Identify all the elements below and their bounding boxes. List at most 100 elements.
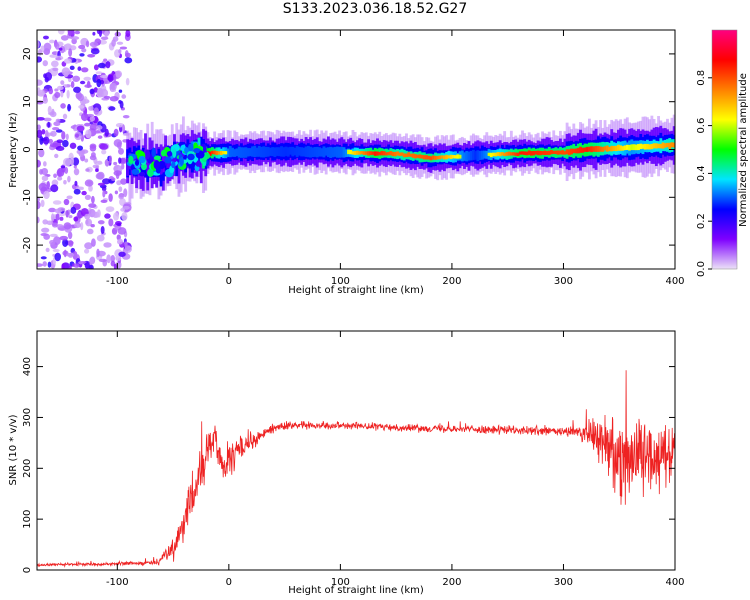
spectrogram-ridge-blob [187, 153, 195, 161]
spectrogram-ridge-cell [509, 152, 513, 156]
spectrogram-ridge-cell [458, 154, 462, 159]
spectrogram-ridge-cell [621, 146, 625, 151]
spectrogram-y-tick-label: -10 [22, 189, 33, 205]
spectrogram-noise-blob [39, 168, 43, 175]
spectrogram-noise-blob [66, 89, 70, 99]
spectrogram-ridge-cell [670, 142, 674, 148]
spectrogram-y-tick-label: 20 [22, 48, 33, 61]
spectrogram-noise-blob [96, 209, 101, 218]
spectrogram-ridge-blob [138, 171, 146, 177]
spectrogram-ridge-cell [311, 147, 315, 158]
spectrogram-x-axis-label: Height of straight line (km) [288, 285, 424, 296]
snr-y-tick-label: 100 [22, 510, 33, 529]
spectrogram-noise-blob [41, 129, 46, 135]
spectrogram-ridge-cell [632, 144, 636, 151]
spectrogram-ridge-blob [134, 159, 140, 166]
spectrogram-ridge-cell [487, 152, 491, 156]
spectrogram-noise-blob [74, 222, 81, 229]
spectrogram-ridge-cell [228, 146, 232, 158]
spectrogram-ridge-cell [402, 153, 406, 158]
spectrogram-noise-blob [38, 148, 45, 158]
spectrogram-ridge-cell [262, 146, 266, 158]
spectrogram-noise-blob [108, 155, 113, 163]
spectrogram-noise-blob [92, 31, 96, 36]
spectrogram-ridge-cell [291, 146, 295, 157]
spectrogram-ridge-cell [293, 147, 297, 156]
spectrogram-ridge-cell [242, 147, 246, 158]
spectrogram-ridge-cell [478, 151, 482, 161]
spectrogram-noise-blob [85, 40, 90, 48]
spectrogram-ridge-cell [367, 151, 370, 156]
spectrogram-noise-blob [78, 261, 83, 265]
spectrogram-ridge-cell [353, 150, 357, 155]
spectrogram-ridge-cell [561, 150, 565, 155]
spectrogram-noise-blob [107, 75, 113, 82]
spectrogram-ridge-cell [364, 151, 368, 155]
spectrogram-ridge-cell [614, 145, 618, 152]
snr-ticks: -100 0 100 200 300 400 0 100 200 300 400 [22, 331, 685, 588]
spectrogram-ridge-cell [251, 146, 254, 157]
spectrogram-ridge-cell [391, 151, 395, 157]
spectrogram-noise-blob [85, 129, 92, 139]
spectrogram-ridge-cell [298, 147, 301, 156]
spectrogram-ridge-cell [213, 150, 217, 155]
spectrogram-noise-blob [93, 64, 99, 71]
spectrogram-noise-blob [73, 86, 81, 93]
spectrogram-ridge-cell [344, 149, 348, 158]
spectrogram-ridge-cell [219, 150, 223, 156]
spectrogram-ridge-blob [171, 161, 176, 169]
spectrogram-ridge-cell [429, 156, 433, 161]
spectrogram-noise-blob [37, 40, 40, 49]
spectrogram-noise-blob [89, 116, 96, 122]
spectrogram-ridge-cell [648, 144, 652, 150]
spectrogram-noise-blob [116, 41, 124, 45]
spectrogram-ridge-cell [371, 151, 375, 155]
spectrogram-ridge-cell [489, 152, 493, 158]
spectrogram-ridge-blob [138, 155, 146, 164]
spectrogram-noise-blob [122, 115, 130, 119]
spectrogram-y-tick-label: 0 [22, 146, 33, 152]
spectrogram-noise-blob [52, 200, 62, 205]
spectrogram-ridge-cell [409, 153, 413, 157]
spectrogram-noise-blob [118, 49, 122, 54]
spectrogram-ridge-cell [226, 148, 230, 157]
spectrogram-ridge-cell [148, 157, 152, 171]
spectrogram-ridge-cell [463, 152, 466, 161]
spectrogram-noise-blob [103, 242, 112, 248]
spectrogram-ridge-cell [534, 150, 538, 155]
spectrogram-noise-blob [57, 85, 64, 91]
spectrogram-ridge-cell [498, 152, 502, 157]
spectrogram-ridge-cell [596, 146, 600, 152]
spectrogram-noise-blob [68, 48, 73, 57]
spectrogram-ridge-cell [456, 154, 460, 159]
spectrogram-ridge-cell [536, 150, 540, 156]
spectrogram-ridge-cell [400, 152, 404, 156]
spectrogram-noise-blob [93, 107, 99, 115]
spectrogram-noise-blob [88, 264, 94, 269]
spectrogram-noise-blob [89, 41, 99, 48]
spectrogram-ridge-cell [240, 147, 243, 158]
spectrogram-ridge-cell [275, 147, 279, 156]
spectrogram-noise-blob [84, 179, 94, 187]
spectrogram-ridge-cell [144, 149, 147, 166]
snr-series-line [37, 370, 675, 568]
spectrogram-x-tick-label: 300 [554, 276, 573, 287]
spectrogram-noise-blob [89, 256, 96, 264]
spectrogram-ridge-cell [300, 147, 304, 157]
spectrogram-noise-blob [50, 184, 59, 193]
spectrogram-noise-blob [70, 156, 75, 166]
spectrogram-ridge-cell [378, 151, 382, 156]
spectrogram-noise-blob [121, 163, 125, 170]
spectrogram-noise-blob [60, 103, 66, 109]
spectrogram-noise-blob [44, 72, 53, 81]
spectrogram-ridge-cell [590, 146, 594, 153]
spectrogram-ridge-cell [447, 155, 451, 159]
spectrogram-noise-blob [119, 157, 127, 164]
spectrogram-noise-blob [102, 190, 106, 198]
spectrogram-noise-blob [40, 199, 45, 208]
spectrogram-noise-blob [116, 222, 122, 227]
spectrogram-noise-blob [113, 139, 123, 147]
spectrogram-noise-blob [54, 153, 59, 159]
spectrogram-noise-blob [44, 129, 49, 139]
